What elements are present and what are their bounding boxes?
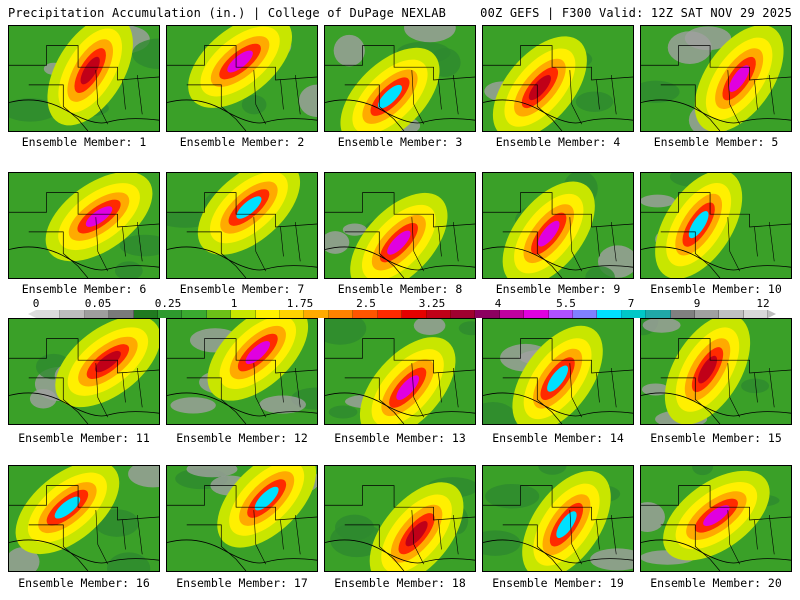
colorbar-segment [402,310,427,318]
member-map-10 [640,172,792,279]
colorbar-segment [353,310,378,318]
colorbar-segment [206,310,232,318]
ensemble-member-label: Ensemble Member: 7 [179,282,305,296]
colorbar-segment [475,310,500,318]
colorbar-segment [597,310,622,318]
colorbar-segment [548,310,573,318]
member-map-11 [8,318,160,425]
colorbar-min-arrow [28,310,36,318]
member-map-13 [324,318,476,425]
ensemble-member-label: Ensemble Member: 14 [492,431,624,445]
colorbar-tick-label: 3.25 [418,297,446,310]
member-map-17 [166,465,318,572]
colorbar-segment [60,310,85,318]
colorbar-tick-label: 1 [230,297,238,310]
colorbar-segment [109,310,134,318]
colorbar-tick-label: 0 [32,297,40,310]
colorbar-segment [133,310,159,318]
member-map-15 [640,318,792,425]
colorbar-max-arrow [768,310,776,318]
member-map-6 [8,172,160,279]
member-map-2 [166,25,318,132]
colorbar-tick-label: 0.25 [154,297,182,310]
member-map-9 [482,172,634,279]
colorbar-tick-label: 5.5 [556,297,576,310]
ensemble-member-label: Ensemble Member: 5 [653,135,779,149]
member-map-12 [166,318,318,425]
ensemble-member-label: Ensemble Member: 10 [650,282,782,296]
colorbar-segment [450,310,476,318]
member-map-4 [482,25,634,132]
member-map-3 [324,25,476,132]
member-map-18 [324,465,476,572]
ensemble-member-label: Ensemble Member: 18 [334,576,466,590]
ensemble-member-label: Ensemble Member: 8 [337,282,463,296]
colorbar-segment [328,310,354,318]
precip-colorbar [36,310,769,318]
ensemble-member-label: Ensemble Member: 20 [650,576,782,590]
colorbar-segment [646,310,671,318]
colorbar-tick-label: 0.05 [84,297,112,310]
colorbar-tick-label: 2.5 [356,297,376,310]
colorbar-segment [719,310,744,318]
ensemble-member-label: Ensemble Member: 12 [176,431,308,445]
colorbar-segment [304,310,329,318]
ensemble-member-label: Ensemble Member: 11 [18,431,150,445]
colorbar-segment [572,310,598,318]
ensemble-member-label: Ensemble Member: 4 [495,135,621,149]
ensemble-member-label: Ensemble Member: 17 [176,576,308,590]
ensemble-member-label: Ensemble Member: 9 [495,282,621,296]
colorbar-segment [426,310,451,318]
colorbar-tick-label: 9 [693,297,701,310]
ensemble-member-label: Ensemble Member: 19 [492,576,624,590]
map-title: Precipitation Accumulation (in.) | Colle… [8,6,447,20]
colorbar-tick-label: 4 [494,297,502,310]
member-map-1 [8,25,160,132]
colorbar-segment [255,310,281,318]
colorbar-segment [84,310,110,318]
colorbar-segment [524,310,549,318]
member-map-5 [640,25,792,132]
member-map-20 [640,465,792,572]
colorbar-segment [743,310,769,318]
member-map-16 [8,465,160,572]
colorbar-segment [158,310,183,318]
colorbar-tick-label: 7 [627,297,635,310]
ensemble-member-label: Ensemble Member: 2 [179,135,305,149]
colorbar-segment [670,310,695,318]
member-map-14 [482,318,634,425]
colorbar-segment [36,310,61,318]
ensemble-member-label: Ensemble Member: 16 [18,576,150,590]
colorbar-segment [377,310,403,318]
ensemble-member-label: Ensemble Member: 6 [21,282,147,296]
member-map-8 [324,172,476,279]
colorbar-tick-label: 1.75 [286,297,314,310]
member-map-19 [482,465,634,572]
colorbar-segment [499,310,525,318]
colorbar-segment [182,310,207,318]
colorbar-segment [621,310,647,318]
ensemble-member-label: Ensemble Member: 3 [337,135,463,149]
member-map-7 [166,172,318,279]
ensemble-member-label: Ensemble Member: 13 [334,431,466,445]
colorbar-segment [231,310,256,318]
colorbar-segment [694,310,720,318]
colorbar-tick-label: 12 [756,297,770,310]
colorbar-segment [280,310,305,318]
ensemble-member-label: Ensemble Member: 1 [21,135,147,149]
ensemble-member-label: Ensemble Member: 15 [650,431,782,445]
model-run-info: 00Z GEFS | F300 Valid: 12Z SAT NOV 29 20… [480,6,792,20]
